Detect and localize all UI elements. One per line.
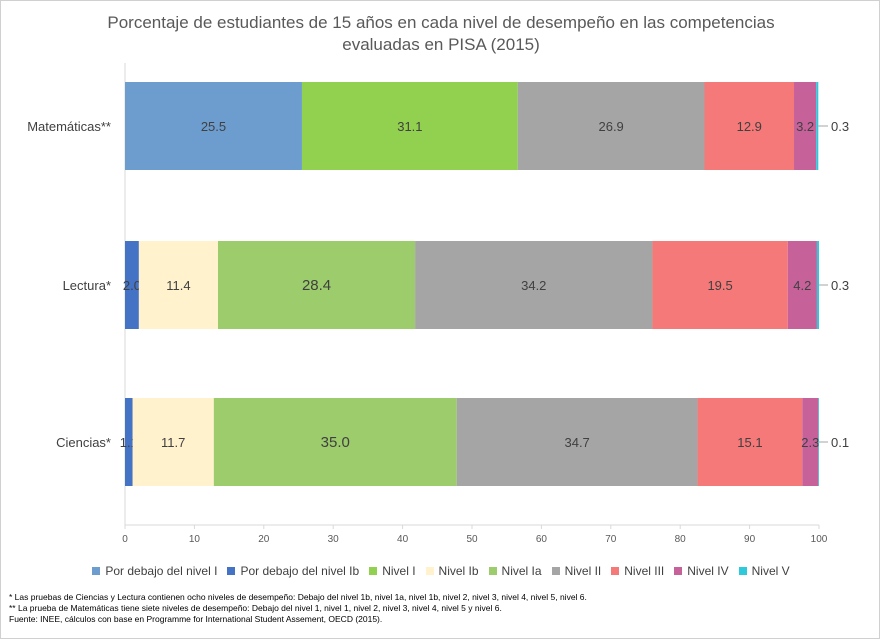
category-label: Matemáticas** <box>27 119 111 134</box>
legend-swatch <box>611 567 620 575</box>
data-label: 3.2 <box>796 119 814 134</box>
bar-segment <box>213 398 457 486</box>
x-tick-label: 50 <box>466 534 478 545</box>
legend-label: Nivel I <box>382 564 416 578</box>
data-label: 26.9 <box>598 119 623 134</box>
bar-segment <box>517 82 705 170</box>
legend-label: Nivel Ib <box>438 564 479 578</box>
footnote-matematicas: ** La prueba de Matemáticas tiene siete … <box>9 603 502 613</box>
bar-segment <box>125 82 302 170</box>
x-tick-label: 100 <box>811 534 828 545</box>
bar-segment <box>138 241 218 329</box>
legend-item: Nivel I <box>369 564 416 578</box>
data-label: 11.7 <box>161 435 185 450</box>
data-label: 19.5 <box>707 278 732 293</box>
bar-segment <box>818 398 819 486</box>
legend-swatch <box>227 567 236 575</box>
legend-swatch <box>488 567 497 575</box>
legend-label: Nivel Ia <box>501 564 542 578</box>
stacked-bar-chart: 0 10 20 30 40 50 60 70 80 90 100 Matemáticas** Lectu… <box>27 63 849 545</box>
x-tick-label: 40 <box>397 534 409 545</box>
bar-segment <box>787 241 817 329</box>
data-label: 34.7 <box>564 435 589 450</box>
bar-segment <box>697 398 803 486</box>
source-note: Fuente: INEE, cálculos con base en Progr… <box>9 614 383 624</box>
legend-swatch <box>674 567 683 575</box>
bar-segment <box>704 82 795 170</box>
legend-swatch <box>425 567 434 575</box>
chart-title-line-1: Porcentaje de estudiantes de 15 años en … <box>107 13 775 32</box>
bar-segment <box>802 398 819 486</box>
legend-swatch <box>551 567 560 575</box>
x-tick-label: 80 <box>675 534 687 545</box>
chart-title-line-2: evaluadas en PISA (2015) <box>342 35 540 54</box>
legend-item: Por debajo del nivel I <box>92 564 217 578</box>
bar-segment <box>301 82 518 170</box>
footnote-ciencias-lectura: * Las pruebas de Ciencias y Lectura cont… <box>9 592 587 602</box>
bar-segment <box>132 398 214 486</box>
bar-segment <box>217 241 416 329</box>
data-label: 25.5 <box>201 119 226 134</box>
legend-label: Por debajo del nivel Ib <box>240 564 360 578</box>
bar-segment <box>125 398 133 486</box>
data-label: 2.0 <box>123 278 141 293</box>
data-label: 2.3 <box>801 435 819 450</box>
bar-segment <box>415 241 653 329</box>
bar-segment <box>456 398 698 486</box>
category-label: Ciencias* <box>56 435 111 450</box>
legend-label: Nivel II <box>564 564 602 578</box>
data-label: 34.2 <box>521 278 546 293</box>
data-label: 0.3 <box>831 278 849 293</box>
data-label: 28.4 <box>302 277 331 294</box>
legend-label: Nivel III <box>624 564 665 578</box>
bar-segment <box>794 82 817 170</box>
data-label: 35.0 <box>321 434 350 451</box>
x-tick-label: 70 <box>605 534 617 545</box>
data-label: 4.2 <box>793 278 811 293</box>
x-tick-label: 90 <box>744 534 756 545</box>
legend-item: Nivel II <box>551 564 602 578</box>
data-label: 0.1 <box>831 435 849 450</box>
footnotes: * Las pruebas de Ciencias y Lectura cont… <box>9 592 869 625</box>
data-label: 15.1 <box>737 435 762 450</box>
data-label: 0.3 <box>831 119 849 134</box>
data-label: 11.4 <box>166 278 190 293</box>
x-tick-label: 0 <box>122 534 128 545</box>
data-label: 31.1 <box>397 119 422 134</box>
legend-item: Nivel V <box>738 564 790 578</box>
x-tick-label: 20 <box>258 534 270 545</box>
legend-label: Por debajo del nivel I <box>105 564 218 578</box>
x-tick-label: 10 <box>189 534 201 545</box>
chart-legend: Por debajo del nivel I Por debajo del niv… <box>1 564 880 578</box>
legend-item: Nivel Ia <box>488 564 542 578</box>
legend-swatch <box>369 567 378 575</box>
legend-item: Por debajo del nivel Ib <box>227 564 359 578</box>
legend-item: Nivel III <box>611 564 664 578</box>
data-label: 12.9 <box>737 119 762 134</box>
legend-item: Nivel IV <box>674 564 729 578</box>
legend-swatch <box>738 567 747 575</box>
legend-label: Nivel V <box>751 564 790 578</box>
bar-segment <box>816 241 819 329</box>
x-tick-label: 60 <box>536 534 548 545</box>
category-label: Lectura* <box>63 278 111 293</box>
bar-segment <box>652 241 788 329</box>
legend-label: Nivel IV <box>687 564 729 578</box>
x-tick-label: 30 <box>328 534 340 545</box>
bar-segment <box>816 82 819 170</box>
bar-segment <box>125 241 139 329</box>
legend-item: Nivel Ib <box>425 564 479 578</box>
legend-swatch <box>92 567 101 575</box>
